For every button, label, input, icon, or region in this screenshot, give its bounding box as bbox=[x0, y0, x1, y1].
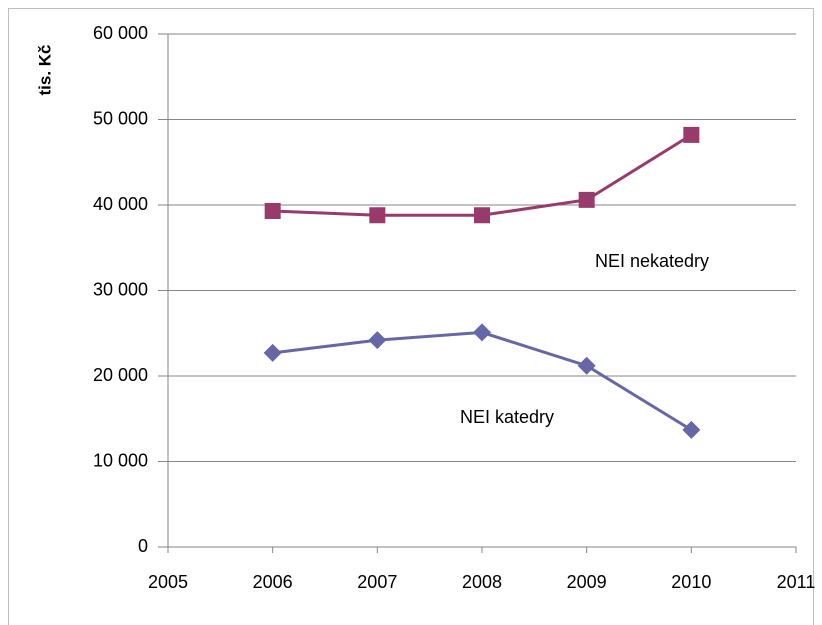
series-line bbox=[272, 133, 693, 217]
series-label: NEI nekatedry bbox=[595, 251, 709, 271]
x-tick-label: 2005 bbox=[148, 572, 188, 592]
marker bbox=[264, 202, 281, 219]
y-tick-label: 10 000 bbox=[93, 450, 148, 470]
x-tick-label: 2011 bbox=[777, 572, 816, 592]
y-tick-label: 40 000 bbox=[93, 194, 148, 214]
marker bbox=[682, 420, 701, 439]
marker bbox=[474, 207, 490, 224]
y-axis-label: tis. Kč bbox=[35, 44, 54, 95]
y-tick-label: 60 000 bbox=[93, 23, 148, 43]
y-tick-label: 0 bbox=[138, 536, 148, 556]
y-tick-label: 30 000 bbox=[93, 279, 148, 299]
marker bbox=[578, 191, 595, 208]
series-label: NEI katedry bbox=[460, 407, 554, 427]
x-tick-label: 2009 bbox=[567, 572, 607, 592]
y-tick-label: 50 000 bbox=[93, 108, 148, 128]
x-tick-label: 2008 bbox=[462, 572, 502, 592]
y-tick-label: 20 000 bbox=[93, 365, 148, 385]
marker bbox=[369, 207, 386, 224]
chart-border bbox=[8, 8, 814, 625]
marker bbox=[577, 356, 596, 375]
marker bbox=[368, 331, 387, 350]
x-tick-label: 2006 bbox=[253, 572, 293, 592]
marker bbox=[473, 323, 491, 342]
x-tick-label: 2010 bbox=[671, 572, 711, 592]
x-tick-label: 2007 bbox=[357, 572, 397, 592]
marker bbox=[263, 343, 282, 362]
marker bbox=[683, 126, 700, 143]
